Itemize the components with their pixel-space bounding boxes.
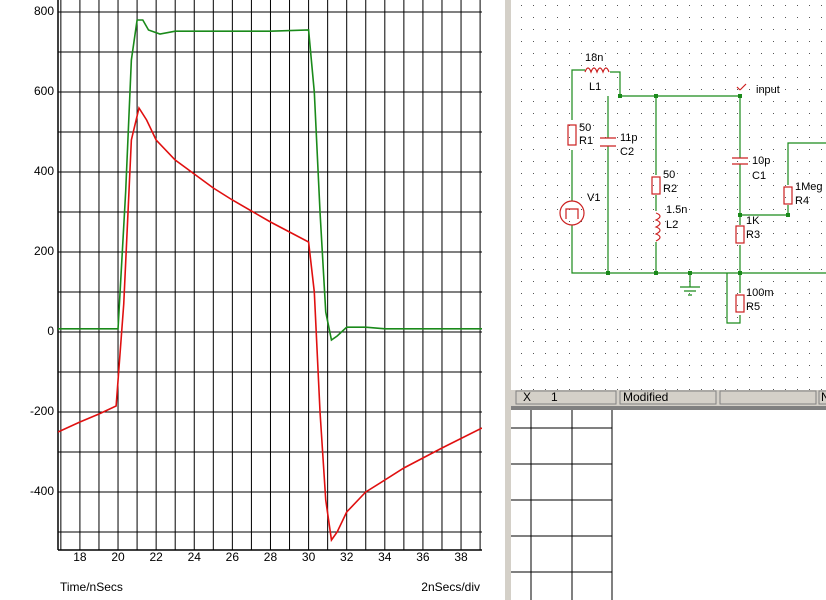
component-name: R2 xyxy=(663,183,677,195)
component-value: 100m xyxy=(746,287,774,299)
splitter xyxy=(505,0,511,600)
x-tick-label: 30 xyxy=(302,550,316,564)
x-tick-label: 18 xyxy=(73,550,87,564)
series-line xyxy=(58,19,482,342)
status-cells xyxy=(515,390,826,405)
schematic: 18n L1 50 R1 11p C2 V1 50 R2 1.5n L2 inp… xyxy=(559,52,826,324)
component-name: V1 xyxy=(587,192,600,204)
y-tick-label: 800 xyxy=(34,4,54,18)
y-tick-label: 600 xyxy=(34,84,54,98)
net-label: input xyxy=(756,84,780,96)
y-tick-label: -200 xyxy=(30,404,54,418)
lower-grid xyxy=(511,410,613,600)
y-tick-label: -400 xyxy=(30,484,54,498)
component-name: R5 xyxy=(746,301,760,313)
x-tick-label: 28 xyxy=(264,550,278,564)
component-name: C2 xyxy=(620,146,634,158)
scale-label: 2nSecs/div xyxy=(421,580,480,594)
component-name: C1 xyxy=(752,170,766,182)
component-value: 50 xyxy=(663,169,675,181)
component-value: 50 xyxy=(579,122,591,134)
y-tick-label: 0 xyxy=(47,324,54,338)
x-axis-label: Time/nSecs xyxy=(60,580,123,594)
status-cell: Modified xyxy=(623,390,668,404)
component-value: 1Meg xyxy=(795,181,823,193)
component-value: 18n xyxy=(585,52,603,64)
x-tick-label: 20 xyxy=(111,550,125,564)
x-tick-label: 24 xyxy=(188,550,202,564)
component-value: 1K xyxy=(746,215,760,227)
status-cell: X xyxy=(523,390,531,404)
dot-grid xyxy=(511,0,826,390)
component-name: R1 xyxy=(579,135,593,147)
status-cell: 1 xyxy=(551,390,558,404)
x-tick-label: 22 xyxy=(149,550,163,564)
component-name: R4 xyxy=(795,195,809,207)
series-line xyxy=(58,105,482,543)
y-tick-label: 200 xyxy=(34,244,54,258)
component-name: R3 xyxy=(746,229,760,241)
lower-window xyxy=(511,410,826,600)
graph-window xyxy=(0,0,505,600)
y-tick-label: 400 xyxy=(34,164,54,178)
chart: 18 20 22 24 26 28 30 32 34 36 38 -400 -200 0 200 400 600… xyxy=(30,0,482,564)
x-tick-label: 36 xyxy=(416,550,430,564)
x-tick-label: 32 xyxy=(340,550,354,564)
component-name: L1 xyxy=(589,81,601,93)
status-bar xyxy=(511,390,826,406)
x-tick-label: 34 xyxy=(378,550,392,564)
x-tick-label: 38 xyxy=(454,550,468,564)
window-border xyxy=(511,406,826,410)
component-value: 1.5n xyxy=(666,204,687,216)
x-tick-label: 26 xyxy=(226,550,240,564)
status-cell: N xyxy=(821,390,826,404)
component-name: L2 xyxy=(666,219,678,231)
component-value: 10p xyxy=(752,155,770,167)
component-value: 11p xyxy=(620,132,638,144)
